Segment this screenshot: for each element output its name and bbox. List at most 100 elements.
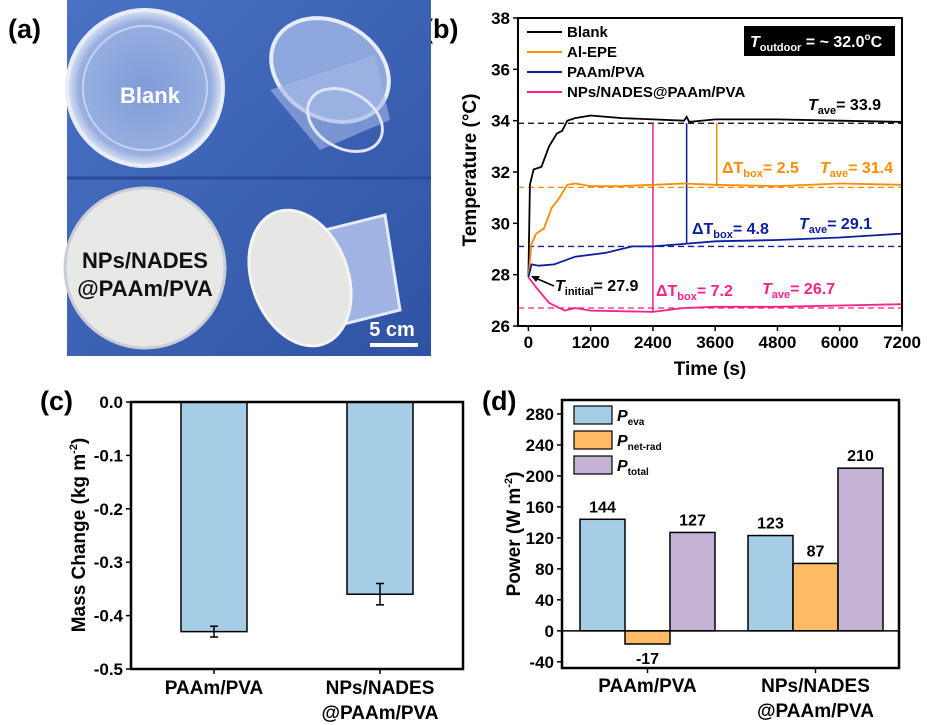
legend-label: PAAm/PVA [567, 64, 645, 81]
bar [346, 401, 414, 595]
y-tick-label: 26 [491, 317, 510, 336]
legend-label: NPs/NADES@PAAm/PVA [567, 84, 745, 101]
x-tick-label: 1200 [572, 333, 610, 352]
legend: Peva Pnet-rad Ptotal [573, 405, 662, 478]
photo-label-blank: Blank [120, 83, 181, 108]
x-category-label: @PAAm/PVA [321, 703, 438, 724]
legend: Blank Al-EPE PAAm/PVA NPs/NADES@PAAm/PVA [527, 24, 745, 101]
data-label: 210 [847, 448, 874, 465]
scale-bar [370, 343, 418, 347]
data-label: -17 [636, 651, 659, 668]
x-tick-label: 6000 [821, 333, 859, 352]
blank-cup-side-view [269, 16, 391, 153]
y-axis-label: Mass Change (kg m-2) [68, 438, 90, 633]
y-axis-label: Power (W m-2) [503, 472, 525, 597]
annotation-epe-ave: Tave= 31.4 [820, 160, 893, 180]
bar [669, 531, 716, 632]
y-tick-label: 0 [545, 622, 554, 641]
coated-cup-top-view [63, 186, 227, 350]
x-tick-label: 7200 [883, 333, 921, 352]
y-tick-label: 34 [491, 112, 510, 131]
x-tick-label: 0 [524, 333, 533, 352]
outdoor-temp-box [744, 26, 895, 56]
axis-ticks: PAAm/PVA NPs/NADES @PAAm/PVA -40 0 40 80 120 160… [526, 405, 875, 722]
axis-ticks: PAAm/PVA NPs/NADES @PAAm/PVA 0.0 -0.1 -0.2 -0.… [94, 393, 439, 724]
temperature-chart: 0 1200 2400 3600 4800 6000 720026283032343638 … [460, 9, 921, 380]
annotation-nps-delta: ΔTbox= 7.2 [656, 283, 733, 303]
bar [624, 630, 671, 645]
plot-frame [129, 400, 465, 671]
x-category-label: PAAm/PVA [598, 676, 697, 697]
power-chart: 144 123 -17 87 127 210 PAAm/PVA NPs/NADES @PAAm… [503, 398, 901, 722]
legend-label: Peva [617, 408, 645, 428]
legend-swatch [573, 430, 613, 450]
series-line-al-epe [527, 182, 903, 278]
y-tick-label: 38 [491, 9, 510, 28]
coated-cup-side-view [247, 208, 402, 348]
mass-change-chart: PAAm/PVA NPs/NADES @PAAm/PVA 0.0 -0.1 -0.2 -0.… [68, 393, 465, 724]
error-bar [376, 582, 384, 606]
y-axis-label: Temperature (°C) [460, 94, 481, 247]
plot-area: 144 123 -17 87 127 210 [562, 448, 899, 668]
bar [837, 467, 884, 632]
data-label: 87 [807, 543, 825, 560]
x-axis-label: Time (s) [674, 359, 747, 380]
y-tick-label: 280 [526, 405, 554, 424]
plot-area [518, 114, 903, 313]
x-category-label: @PAAm/PVA [757, 701, 874, 722]
annotation-paam-ave: Tave= 29.1 [799, 216, 872, 236]
series-line-paam-pva [527, 232, 903, 278]
x-tick-label: 2400 [634, 333, 672, 352]
photo-label-coated-2: @PAAm/PVA [77, 276, 213, 301]
bar [180, 401, 248, 633]
bar [747, 534, 794, 632]
panel-label-c: (c) [40, 386, 73, 416]
x-category-label: NPs/NADES [326, 678, 435, 699]
y-tick-label: -0.1 [94, 446, 123, 465]
y-tick-label: 28 [491, 266, 510, 285]
y-tick-label: 120 [526, 529, 554, 548]
legend-label: Blank [567, 24, 609, 41]
axis-ticks: 0 1200 2400 3600 4800 6000 7200 26 28 30 32 34 36 38 [491, 9, 921, 352]
x-category-label: NPs/NADES [761, 676, 870, 697]
y-tick-label: 240 [526, 436, 554, 455]
annotation-nps-ave: Tave= 26.7 [762, 281, 835, 301]
panel-label-d: (d) [482, 386, 516, 416]
y-tick-label: 80 [535, 560, 554, 579]
y-tick-label: -40 [529, 653, 554, 672]
annotation-blank-ave: Tave= 33.9 [808, 97, 881, 117]
data-label: 127 [679, 512, 706, 529]
x-tick-label: 3600 [696, 333, 734, 352]
legend-swatch [573, 405, 613, 425]
blank-cup-top-view [65, 8, 225, 168]
annotation-epe-delta: ΔTbox= 2.5 [722, 160, 799, 180]
y-tick-label: -0.3 [94, 553, 123, 572]
data-label: 123 [757, 516, 784, 533]
y-tick-label: 0.0 [99, 393, 123, 412]
panel-label-a: (a) [8, 14, 41, 44]
y-tick-label: -0.5 [94, 660, 123, 679]
plot-frame [560, 398, 901, 670]
legend-label: Pnet-rad [617, 433, 662, 453]
legend-label: Al-EPE [567, 44, 617, 61]
bar [579, 518, 626, 632]
y-tick-label: 200 [526, 467, 554, 486]
y-tick-label: 32 [491, 163, 510, 182]
x-category-label: PAAm/PVA [165, 678, 264, 699]
error-bar [210, 625, 218, 638]
y-tick-label: 36 [491, 60, 510, 79]
y-tick-label: 40 [535, 591, 554, 610]
scale-bar-label: 5 cm [369, 319, 415, 341]
series-line-nps-nades-paam-pva [527, 276, 903, 313]
photo-label-coated-1: NPs/NADES [82, 248, 208, 273]
series-line-blank [527, 114, 903, 278]
plot-area [180, 401, 414, 638]
y-tick-label: 30 [491, 214, 510, 233]
data-label: 144 [589, 499, 616, 516]
y-tick-label: 160 [526, 498, 554, 517]
legend-label: Ptotal [617, 458, 649, 478]
annotation-initial: Tinitial= 27.9 [555, 278, 639, 298]
legend-swatch [573, 455, 613, 475]
initial-arrowhead [531, 276, 540, 282]
